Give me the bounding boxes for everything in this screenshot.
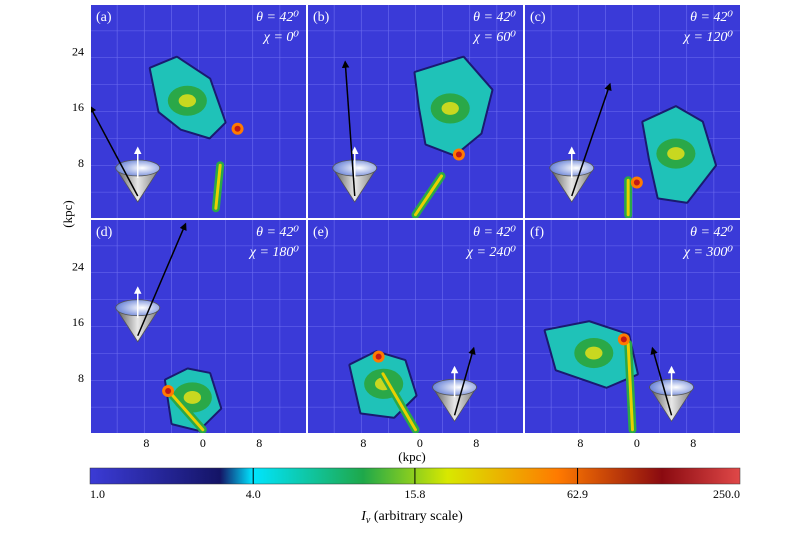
panel-chi-label: χ = 300⁰ (682, 245, 734, 260)
hotspot-core (234, 125, 241, 132)
panel-chi-label: χ = 180⁰ (248, 245, 300, 260)
emission-peak (585, 346, 603, 360)
panel-chi-label: χ = 0⁰ (262, 30, 300, 45)
jet-inner (214, 163, 222, 210)
panel-theta-label: θ = 42⁰ (473, 225, 516, 240)
jet-inner (170, 393, 205, 432)
panel-theta-label: θ = 42⁰ (256, 10, 299, 25)
hotspot-core (455, 151, 462, 158)
los-arrow-icon (571, 82, 612, 197)
panel-f: (f) θ = 42⁰ χ = 300⁰ (523, 218, 742, 435)
panel-label: (d) (96, 225, 113, 240)
y-tick-label: 8 (78, 371, 84, 385)
panel-theta-label: θ = 42⁰ (256, 225, 299, 240)
hotspot-core (620, 336, 627, 343)
panel-b: (b) θ = 42⁰ χ = 60⁰ (306, 3, 525, 220)
colorbar-label-subscript: ν (366, 515, 371, 526)
panel-c: (c) θ = 42⁰ χ = 120⁰ (523, 3, 742, 220)
x-tick-label: 8 (690, 436, 696, 450)
panel-theta-label: θ = 42⁰ (690, 10, 733, 25)
panel-theta-label: θ = 42⁰ (473, 10, 516, 25)
colorbar-tick-label: 15.8 (404, 487, 425, 501)
colorbar-tick-label: 62.9 (567, 487, 588, 501)
x-tick-label: 0 (200, 436, 206, 450)
cone-inset-icon (332, 60, 378, 203)
hotspot-core (375, 353, 382, 360)
los-arrow-icon (650, 346, 673, 416)
panel-border (523, 218, 742, 435)
colorbar-label: Iν (arbitrary scale) (360, 509, 463, 526)
x-tick-label: 8 (473, 436, 479, 450)
panel-label: (c) (530, 10, 546, 25)
colorbar-tick-label: 4.0 (246, 487, 261, 501)
los-arrow-icon (341, 60, 356, 197)
hotspot-core (165, 388, 172, 394)
los-arrow-icon (137, 222, 187, 337)
panel-theta-label: θ = 42⁰ (690, 225, 733, 240)
panel-e: (e) θ = 42⁰ χ = 240⁰ (306, 218, 525, 435)
cone-inset-icon (89, 105, 161, 203)
panel-chi-label: χ = 240⁰ (465, 245, 517, 260)
colorbar: 1.0 4.0 15.8 62.9 250.0 (89, 467, 741, 501)
y-tick-label: 24 (72, 44, 84, 58)
x-tick-label: 8 (577, 436, 583, 450)
colorbar-tick-label: 250.0 (713, 487, 740, 501)
jet-inner (414, 174, 444, 217)
panel-chi-label: χ = 60⁰ (472, 30, 517, 45)
y-tick-label: 24 (72, 259, 84, 273)
panel-grid: (a) θ = 42⁰ χ = 0⁰ (b) θ = 42⁰ χ = 60⁰ (c) θ = … (89, 3, 742, 435)
panel-label: (e) (313, 225, 329, 240)
y-axis-label: (kpc) (60, 200, 75, 227)
x-tick-label: 8 (143, 436, 149, 450)
x-tick-label: 8 (360, 436, 366, 450)
panel-d: (d) θ = 42⁰ χ = 180⁰ (89, 218, 308, 435)
cone-inset-icon (648, 346, 695, 423)
x-tick-label: 8 (256, 436, 262, 450)
los-arrow-icon (453, 346, 476, 416)
panel-a: (a) θ = 42⁰ χ = 0⁰ (89, 3, 308, 220)
emission-peak (178, 94, 197, 108)
cone-inset-icon (431, 346, 478, 423)
panel-chi-label: χ = 120⁰ (682, 30, 734, 45)
jet-inner (626, 342, 634, 432)
y-tick-label: 16 (72, 100, 84, 114)
colorbar-tick-label: 1.0 (90, 487, 105, 501)
panel-label: (b) (313, 10, 330, 25)
panel-grid-lines (90, 4, 307, 219)
x-axis-label: (kpc) (398, 449, 425, 464)
y-tick-label: 8 (78, 156, 84, 170)
x-tick-label: 0 (417, 436, 423, 450)
cone-inset-icon (549, 82, 612, 203)
colorbar-label-text: (arbitrary scale) (370, 509, 463, 524)
colorbar-label-symbol: I (360, 509, 367, 524)
emission-peak (667, 147, 685, 161)
panel-label: (a) (96, 10, 112, 25)
jet-inner (381, 372, 417, 432)
x-tick-label: 0 (634, 436, 640, 450)
panel-label: (f) (530, 225, 544, 240)
emission-peak (441, 101, 459, 115)
y-tick-label: 16 (72, 315, 84, 329)
emission-peak (183, 391, 202, 404)
cone-inset-icon (115, 222, 187, 343)
los-arrow-icon (89, 105, 139, 197)
hotspot-core (633, 179, 640, 186)
